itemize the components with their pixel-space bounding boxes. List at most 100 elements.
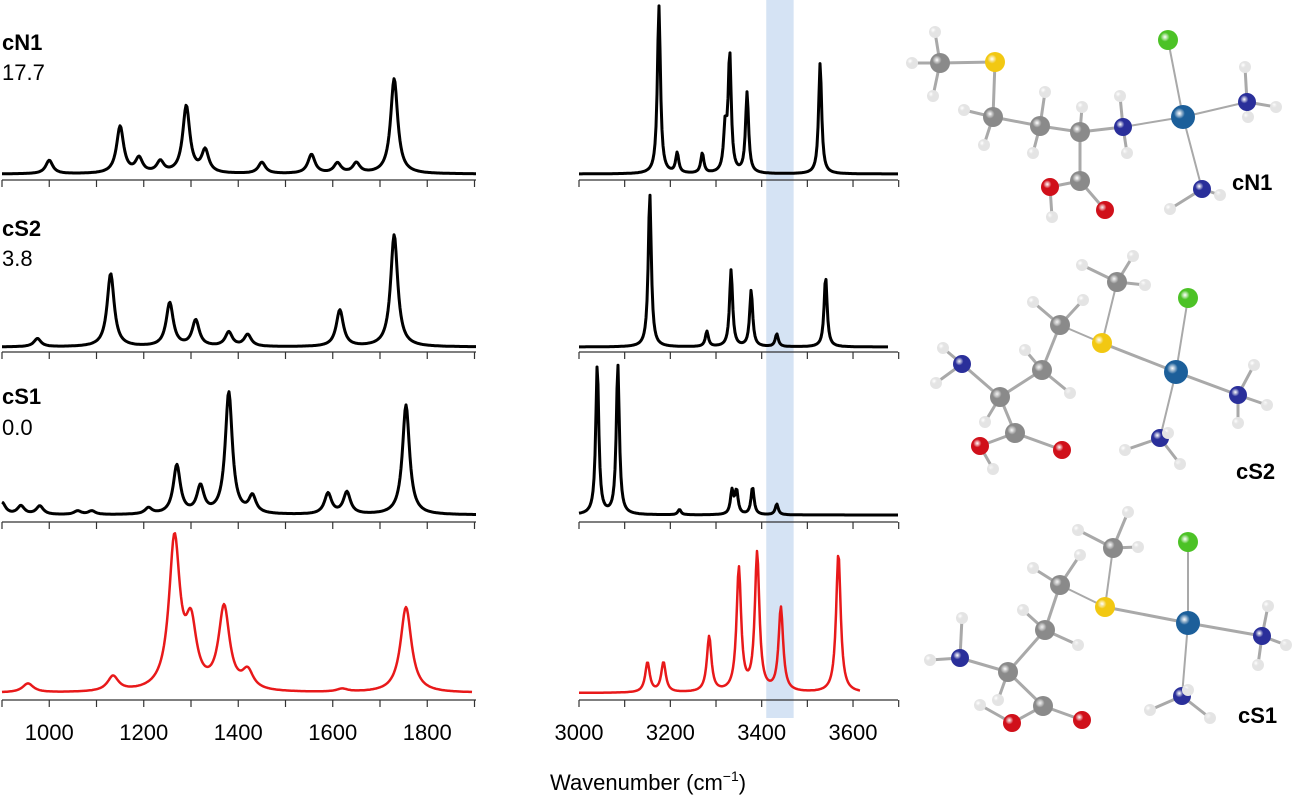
x-axis-row-4: [1, 699, 900, 707]
nitrogen-atom: [1114, 118, 1132, 136]
hydrogen-atom: [1027, 296, 1039, 308]
x-tick-labels: 1000 1200 1400 1600 1800 3000 3200 3400 3600: [25, 720, 878, 745]
spectrum-cS1: [1, 363, 899, 517]
hydrogen-atom: [1132, 541, 1144, 553]
tick-label: 3000: [555, 720, 604, 745]
hydrogen-atom: [1127, 250, 1139, 262]
oxygen-atom: [1073, 711, 1091, 729]
hydrogen-atom: [1270, 101, 1282, 113]
hydrogen-atom: [924, 654, 936, 666]
hydrogen-atom: [1064, 387, 1076, 399]
hydrogen-atom: [1122, 506, 1134, 518]
molecule-label-cn1: cN1: [1232, 170, 1272, 195]
hydrogen-atom: [1232, 417, 1244, 429]
molecular-structures: [906, 26, 1292, 732]
carbon-atom: [1107, 272, 1127, 292]
tick-label: 3400: [737, 720, 786, 745]
nitrogen-atom: [1229, 386, 1247, 404]
spectrum-line-stretch: [578, 4, 899, 176]
hydrogen-atom: [1074, 549, 1086, 561]
energy-label-cn1: 17.7: [2, 60, 45, 85]
highlight-band: [766, 0, 794, 718]
hydrogen-atom: [1214, 189, 1226, 201]
tick-label: 1200: [119, 720, 168, 745]
carbon-atom: [1032, 360, 1052, 380]
hydrogen-atom: [1262, 600, 1274, 612]
carbon-atom: [998, 662, 1018, 682]
carbon-atom: [1050, 575, 1070, 595]
hydrogen-atom: [1204, 712, 1216, 724]
carbon-atom: [930, 53, 950, 73]
panel-label-cs1: cS1: [2, 384, 41, 409]
hydrogen-atom: [974, 699, 986, 711]
hydrogen-atom: [1027, 562, 1039, 574]
hydrogen-atom: [979, 416, 991, 428]
tick-label: 3200: [646, 720, 695, 745]
hydrogen-atom: [1076, 259, 1088, 271]
carbon-atom: [1035, 620, 1055, 640]
hydrogen-atom: [1046, 211, 1058, 223]
hydrogen-atom: [1121, 147, 1133, 159]
carbon-atom: [1070, 171, 1090, 191]
hydrogen-atom: [1027, 147, 1039, 159]
hydrogen-atom: [1017, 604, 1029, 616]
nitrogen-atom: [1193, 180, 1211, 198]
sulfur-atom: [985, 52, 1005, 72]
spectrum-line-stretch: [578, 363, 899, 517]
nitrogen-atom: [1253, 627, 1271, 645]
chlorine-atom: [1178, 288, 1198, 308]
platinum-atom: [1176, 611, 1200, 635]
tick-label: 1400: [214, 720, 263, 745]
spectrum-cN1: [1, 4, 899, 176]
spectrum-line-fingerprint: [1, 77, 477, 176]
nitrogen-atom: [1238, 93, 1256, 111]
hydrogen-atom: [906, 57, 918, 69]
tick-label: 1600: [308, 720, 357, 745]
spectrum-experiment: [1, 532, 861, 695]
carbon-atom: [1050, 315, 1070, 335]
carbon-atom: [1033, 696, 1053, 716]
hydrogen-atom: [1174, 458, 1186, 470]
hydrogen-atom: [1077, 294, 1089, 306]
hydrogen-atom: [958, 104, 970, 116]
chlorine-atom: [1158, 30, 1178, 50]
carbon-atom: [983, 107, 1003, 127]
spectrum-line-fingerprint: [1, 390, 477, 516]
hydrogen-atom: [1280, 639, 1292, 651]
carbon-atom: [1103, 538, 1123, 558]
hydrogen-atom: [937, 342, 949, 354]
molecule-label-cs2: cS2: [1236, 459, 1275, 484]
panel-label-cn1: cN1: [2, 30, 42, 55]
oxygen-atom: [971, 437, 989, 455]
hydrogen-atom: [1164, 203, 1176, 215]
energy-label-cs1: 0.0: [2, 415, 33, 440]
hydrogen-atom: [1119, 444, 1131, 456]
hydrogen-atom: [1019, 344, 1031, 356]
spectra-plots: [1, 4, 900, 707]
hydrogen-atom: [1248, 359, 1260, 371]
carbon-atom: [990, 387, 1010, 407]
spectrum-line-fingerprint: [1, 532, 473, 694]
hydrogen-atom: [1252, 659, 1264, 671]
panel-label-cs2: cS2: [2, 216, 41, 241]
carbon-atom: [1030, 116, 1050, 136]
platinum-atom: [1164, 360, 1188, 384]
hydrogen-atom: [1072, 524, 1084, 536]
hydrogen-atom: [992, 694, 1004, 706]
hydrogen-atom: [956, 612, 968, 624]
x-axis-row-3: [1, 521, 900, 529]
hydrogen-atom: [1242, 111, 1254, 123]
hydrogen-atom: [1114, 90, 1126, 102]
molecule-cs2: [930, 250, 1273, 475]
carbon-atom: [1005, 423, 1025, 443]
tick-label: 1000: [25, 720, 74, 745]
hydrogen-atom: [1072, 639, 1084, 651]
spectrum-cS2: [1, 193, 889, 349]
oxygen-atom: [1096, 201, 1114, 219]
sulfur-atom: [1092, 333, 1112, 353]
hydrogen-atom: [978, 139, 990, 151]
spectrum-line-fingerprint: [1, 233, 477, 349]
molecule-label-cs1: cS1: [1238, 703, 1277, 728]
spectrum-line-stretch: [578, 549, 861, 695]
